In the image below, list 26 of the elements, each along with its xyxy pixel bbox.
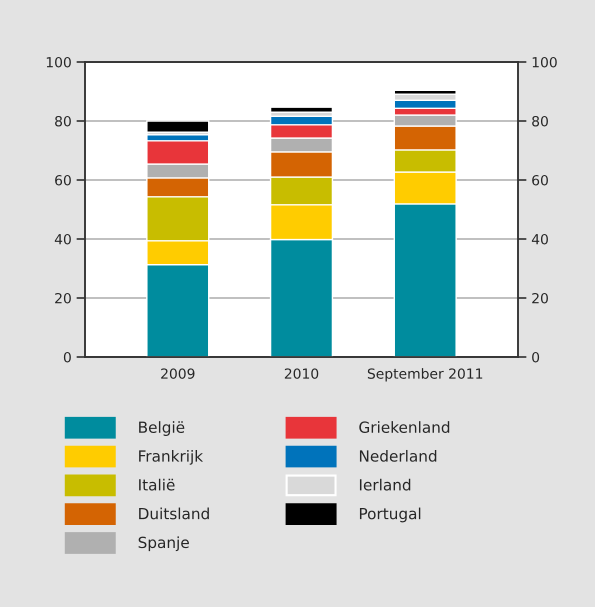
bar xyxy=(270,106,334,113)
legend-label: Duitsland xyxy=(139,508,209,520)
legend-label: Italië xyxy=(139,478,175,491)
y2-tick-label: 80 xyxy=(532,116,548,126)
x-tick-label: 2010 xyxy=(284,368,318,379)
y2-tick-label: 0 xyxy=(532,352,540,362)
y2-tick-label: 20 xyxy=(532,292,548,304)
y-tick-label: 0 xyxy=(64,352,71,362)
y2-tick-label: 40 xyxy=(532,234,548,244)
y-tick-label: 60 xyxy=(55,174,71,186)
y2-tick-label: 60 xyxy=(532,174,548,186)
legend-label: Portugal xyxy=(360,508,420,522)
bar xyxy=(146,120,210,133)
legend-label: Nederland xyxy=(360,450,436,462)
legend-label: Spanje xyxy=(138,536,189,552)
x-tick-label: September 2011 xyxy=(368,368,482,382)
legend-label: Ierland xyxy=(360,478,410,491)
x-tick-label: 2009 xyxy=(161,368,194,379)
legend-label: Frankrijk xyxy=(139,450,204,465)
y-tick-label: 80 xyxy=(55,116,71,126)
y-tick-label: 40 xyxy=(54,234,71,244)
y-tick-label: 20 xyxy=(55,292,71,304)
legend-label: Griekenland xyxy=(359,421,450,433)
y2-tick-label: 100 xyxy=(532,56,557,68)
y-tick-label: 100 xyxy=(46,56,71,68)
legend-label: België xyxy=(139,421,184,436)
